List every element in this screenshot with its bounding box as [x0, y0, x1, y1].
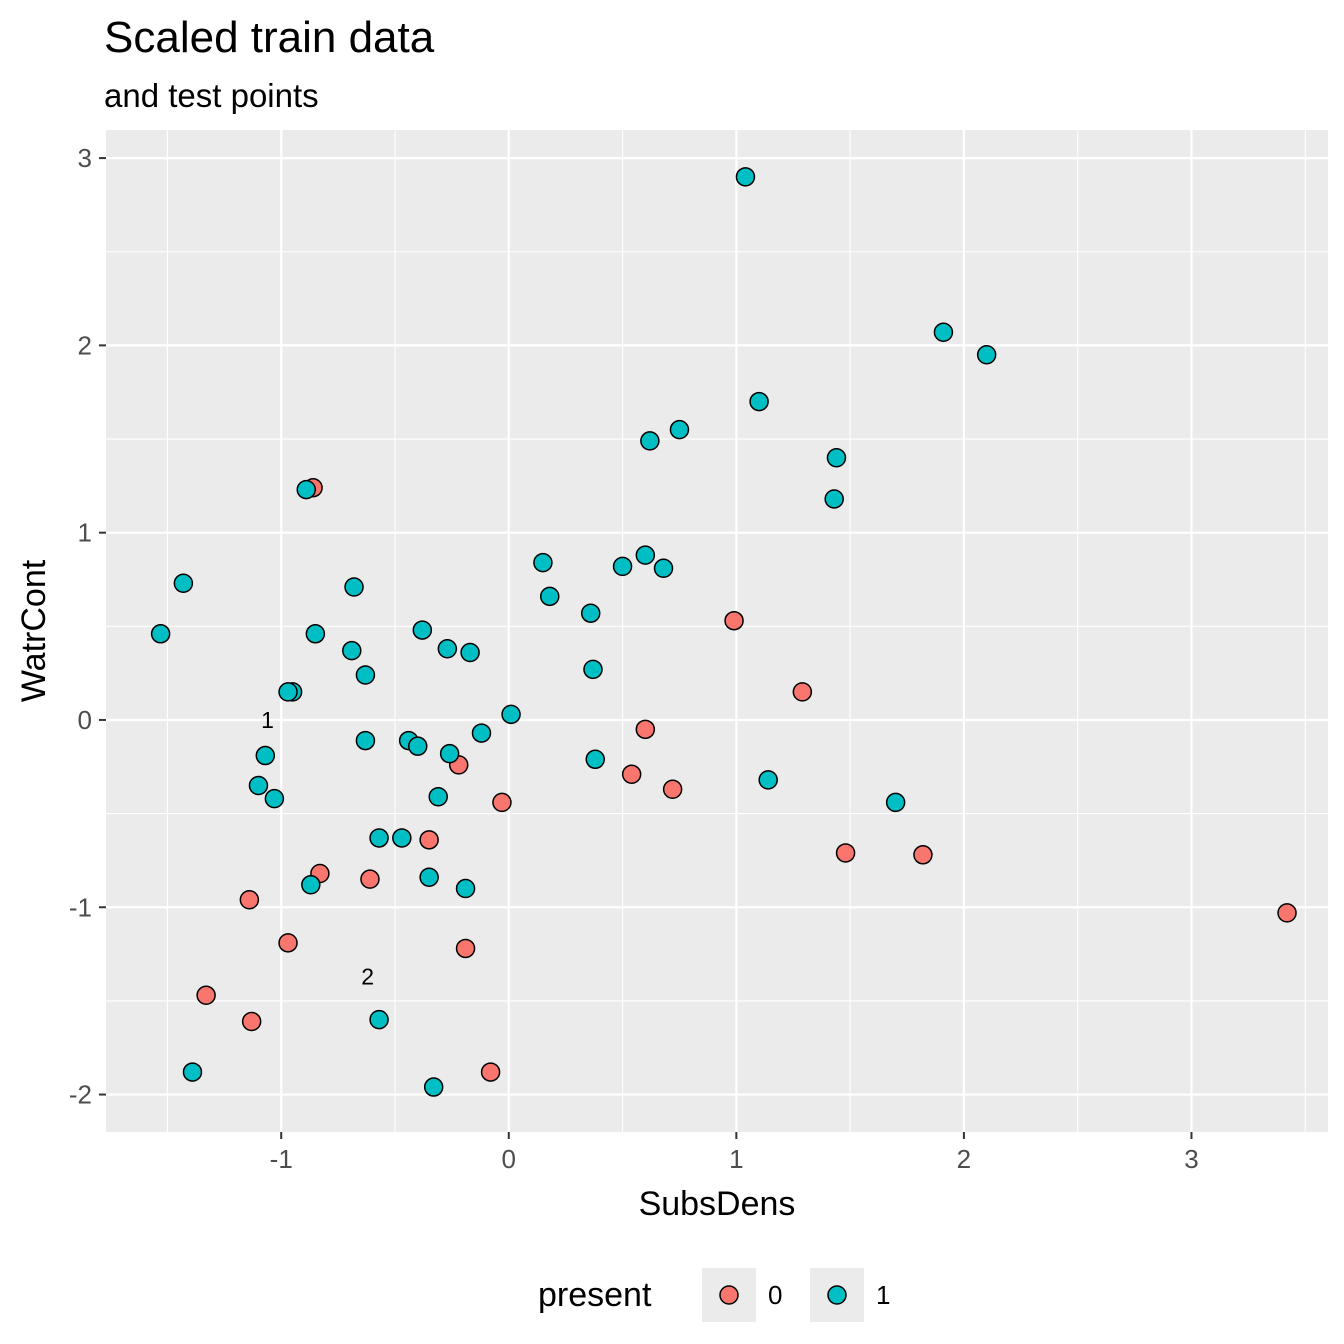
data-point-present-1 [612, 556, 633, 577]
x-tick-label: -1 [270, 1144, 293, 1174]
y-tick-label: -2 [69, 1080, 92, 1110]
data-point-present-1 [408, 736, 428, 756]
x-axis-title: SubsDens [639, 1185, 796, 1223]
data-point-present-1 [749, 391, 769, 412]
y-tick-label: 2 [78, 330, 92, 360]
x-tick-label: 3 [1184, 1144, 1198, 1174]
data-point-present-0 [913, 845, 933, 865]
data-point-present-1 [640, 431, 660, 451]
chart-title: Scaled train data [104, 13, 435, 62]
data-point-present-0 [239, 890, 260, 910]
data-point-present-1 [423, 1077, 444, 1097]
y-axis-title: WatrCont [15, 559, 53, 702]
data-point-present-1 [344, 577, 364, 597]
data-point-present-0 [278, 933, 298, 953]
data-point-present-1 [278, 682, 298, 702]
data-point-present-1 [305, 624, 326, 644]
data-point-present-0 [835, 843, 856, 863]
data-point-present-0 [455, 938, 476, 959]
x-axis-ticks: -1 0 1 2 3 [270, 1132, 1199, 1174]
data-point-present-1 [248, 775, 269, 796]
x-tick-label: 2 [957, 1144, 971, 1174]
data-point-present-0 [196, 985, 216, 1006]
data-point-present-1 [533, 552, 553, 573]
test-point-label: 2 [361, 964, 374, 990]
data-point-present-0 [419, 830, 439, 850]
data-point-present-1 [437, 639, 458, 659]
data-point-present-1 [369, 828, 389, 848]
legend-key-0 [719, 1285, 739, 1305]
data-point-present-0 [241, 1011, 262, 1032]
data-point-present-1 [428, 787, 448, 807]
major-gridlines [106, 130, 1328, 1132]
data-point-present-0 [792, 682, 813, 702]
data-point-present-1 [392, 828, 412, 848]
x-tick-label: 0 [502, 1144, 516, 1174]
data-point-present-1 [669, 419, 690, 440]
minor-gridlines [106, 130, 1328, 1132]
data-point-present-1 [369, 1009, 389, 1030]
data-point-present-0 [635, 719, 656, 740]
test-point-labels: 12 [261, 707, 374, 990]
data-point-present-1 [635, 545, 656, 565]
data-point-present-1 [826, 448, 847, 468]
data-point-present-1 [758, 770, 778, 790]
data-point-present-1 [460, 642, 480, 663]
data-point-present-0 [621, 764, 642, 785]
data-point-present-1 [173, 573, 194, 593]
y-tick-label: -1 [69, 892, 92, 922]
data-point-present-1 [355, 730, 376, 751]
data-point-present-1 [255, 745, 276, 766]
data-point-present-0 [724, 610, 744, 631]
data-point-present-1 [933, 322, 954, 343]
data-point-present-1 [653, 558, 674, 579]
data-point-present-1 [264, 788, 285, 809]
data-points [150, 167, 1297, 1097]
data-point-present-1 [301, 875, 321, 895]
data-point-present-1 [976, 344, 997, 365]
data-point-present-0 [360, 869, 380, 889]
data-point-present-1 [419, 867, 439, 888]
data-point-present-0 [492, 792, 512, 813]
x-tick-label: 1 [729, 1144, 743, 1174]
y-tick-label: 1 [78, 518, 92, 548]
data-point-present-1 [439, 743, 460, 764]
legend-title: present [538, 1276, 652, 1314]
data-point-present-1 [355, 665, 376, 685]
data-point-present-1 [585, 749, 606, 770]
legend-key-1 [827, 1285, 847, 1305]
data-point-present-1 [580, 603, 601, 623]
y-tick-label: 0 [78, 705, 92, 735]
legend-label-0: 0 [768, 1280, 782, 1310]
data-point-present-0 [662, 779, 683, 800]
data-point-present-1 [182, 1062, 203, 1082]
plot-panel [106, 130, 1328, 1132]
data-point-present-1 [455, 878, 476, 899]
legend: present 0 1 [538, 1268, 890, 1322]
data-point-present-1 [412, 620, 433, 640]
data-point-present-1 [824, 489, 844, 509]
chart-subtitle: and test points [104, 77, 319, 114]
data-point-present-0 [1277, 903, 1297, 923]
data-point-present-1 [471, 723, 492, 743]
data-point-present-1 [296, 479, 317, 500]
data-point-present-1 [583, 659, 603, 680]
data-point-present-1 [735, 167, 756, 187]
data-point-present-1 [150, 624, 171, 644]
data-point-present-1 [885, 792, 906, 813]
y-tick-label: 3 [78, 143, 92, 173]
data-point-present-1 [342, 640, 362, 661]
data-point-present-0 [480, 1062, 501, 1082]
data-point-present-1 [539, 586, 560, 607]
y-axis-ticks: -2 -1 0 1 2 3 [69, 143, 106, 1110]
legend-label-1: 1 [876, 1280, 890, 1310]
test-point-label: 1 [261, 707, 274, 733]
data-point-present-1 [501, 704, 521, 725]
